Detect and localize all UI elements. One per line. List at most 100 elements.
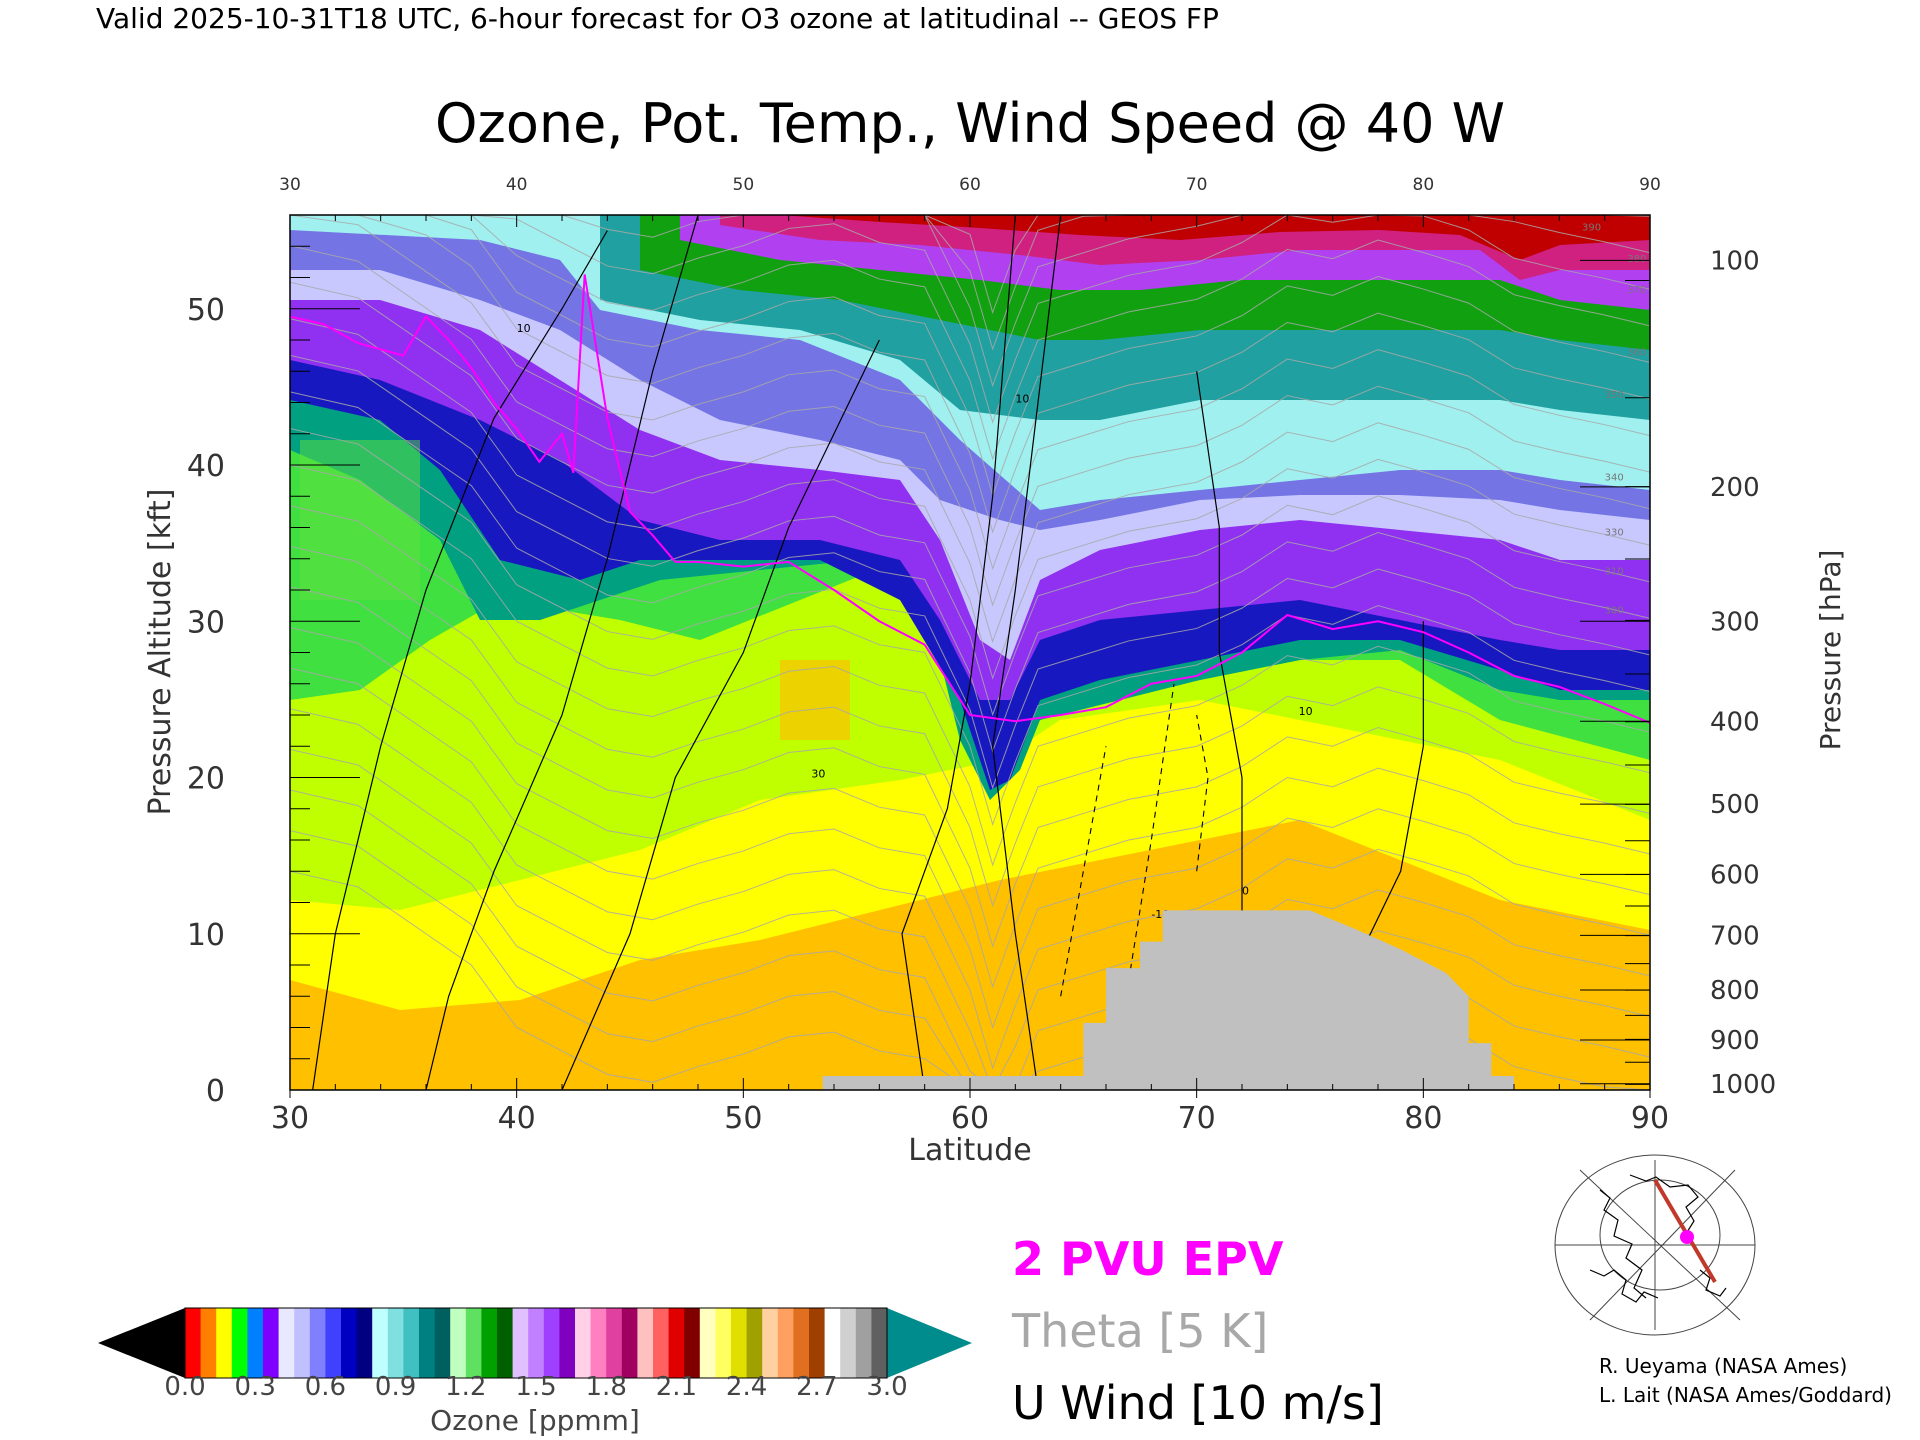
theta-contour-label: 330 <box>1605 527 1624 538</box>
theta-contour <box>290 245 1650 607</box>
colorbar-swatch <box>684 1308 701 1378</box>
colorbar-tick-labels: 0.0 0.3 0.6 0.9 1.2 1.5 1.8 2.1 2.4 2.7 3.0 <box>164 1372 907 1402</box>
u-wind-contour-negative <box>1128 683 1175 981</box>
y-axis-left: 0 10 20 30 40 50 <box>187 214 360 1109</box>
colorbar-swatch <box>606 1308 623 1378</box>
y-tick-label: 0 <box>206 1074 225 1109</box>
colorbar-swatch <box>341 1308 358 1378</box>
colorbar-swatch <box>699 1308 716 1378</box>
colorbar-tick-label: 1.2 <box>445 1372 486 1402</box>
colorbar-tick-label: 3.0 <box>866 1372 907 1402</box>
x-tick-label-top: 50 <box>733 175 755 195</box>
colorbar-swatch <box>512 1308 529 1378</box>
theta-contour <box>290 215 1650 534</box>
colorbar-swatch <box>231 1308 248 1378</box>
colorbar-swatch <box>497 1308 514 1378</box>
colorbar-swatch <box>278 1308 295 1378</box>
theta-contour-label: 380 <box>1627 254 1646 265</box>
colorbar-swatch <box>809 1308 826 1378</box>
theta-contour <box>290 354 1650 717</box>
legend-theta: Theta [5 K] <box>1011 1304 1268 1358</box>
u-wind-contour <box>425 215 699 1090</box>
colorbar-tick-label: 0.6 <box>305 1372 346 1402</box>
x-tick-label: 60 <box>951 1101 989 1136</box>
u-wind-label: 0 <box>1242 885 1249 898</box>
colorbar-swatch <box>419 1308 436 1378</box>
colorbar-swatch <box>403 1308 420 1378</box>
x-tick-label-top: 70 <box>1186 175 1208 195</box>
theta-contour-label: 310 <box>1605 566 1624 577</box>
x-tick-label: 30 <box>271 1101 309 1136</box>
colorbar-swatch <box>840 1308 857 1378</box>
credit-line-1: R. Ueyama (NASA Ames) <box>1599 1354 1847 1378</box>
x-tick-label-top: 30 <box>279 175 301 195</box>
ozone-green-blob <box>300 440 420 600</box>
y-axis-label-right: Pressure [hPa] <box>1814 550 1847 751</box>
credit-line-2: L. Lait (NASA Ames/Goddard) <box>1599 1383 1892 1407</box>
x-tick-label-top: 60 <box>959 175 981 195</box>
colorbar-tick-label: 2.1 <box>656 1372 697 1402</box>
colorbar-frame <box>184 1307 888 1379</box>
colorbar-swatch <box>185 1308 202 1378</box>
ozone-band-red-top <box>780 215 1650 260</box>
colorbar-swatch <box>731 1308 748 1378</box>
theta-contour <box>290 215 1650 351</box>
theta-contour-label: 350 <box>1605 390 1624 401</box>
y-tick-label: 10 <box>187 918 225 953</box>
colorbar-swatch <box>434 1308 451 1378</box>
theta-contour <box>290 464 1650 826</box>
u-wind-contour <box>901 215 1016 1090</box>
theta-contour <box>290 427 1650 790</box>
epv-2pvu-line <box>290 274 1650 724</box>
map-coastline-3 <box>1589 1269 1659 1303</box>
colorbar-tick-label: 2.7 <box>796 1372 837 1402</box>
colorbar-tick-label: 1.8 <box>586 1372 627 1402</box>
colorbar-swatches <box>185 1308 888 1378</box>
theta-contour <box>290 215 1650 388</box>
colorbar-swatch <box>590 1308 607 1378</box>
colorbar-swatch <box>325 1308 342 1378</box>
theta-contour <box>290 789 1650 1090</box>
colorbar-swatch <box>621 1308 638 1378</box>
x-axis-label: Latitude <box>908 1133 1031 1168</box>
theta-contour-label: 390 <box>1582 223 1601 234</box>
u-wind-contour <box>561 339 880 1090</box>
x-tick-label: 40 <box>498 1101 536 1136</box>
colorbar: 0.0 0.3 0.6 0.9 1.2 1.5 1.8 2.1 2.4 2.7 3.0 Ozone … <box>98 1307 972 1437</box>
pressure-tick-label: 900 <box>1710 1026 1760 1056</box>
theta-contour <box>290 215 1650 461</box>
valid-time-header: Valid 2025-10-31T18 UTC, 6-hour forecast… <box>96 2 1219 35</box>
map-coastline-2 <box>1629 1174 1699 1238</box>
map-coastline-1 <box>1599 1189 1647 1299</box>
u-wind-label: 10 <box>517 322 531 335</box>
x-tick-label-top: 80 <box>1413 175 1435 195</box>
colorbar-under-triangle <box>98 1308 185 1378</box>
legend-uwind: U Wind [10 m/s] <box>1012 1376 1384 1430</box>
colorbar-tick-label: 1.5 <box>515 1372 556 1402</box>
y-tick-label: 40 <box>187 449 225 484</box>
theta-contour <box>290 318 1650 680</box>
colorbar-swatch <box>824 1308 841 1378</box>
theta-contour <box>290 667 1650 1030</box>
theta-contour <box>290 215 1650 571</box>
theta-contour-label: 300 <box>1605 605 1624 616</box>
theta-contour <box>290 708 1650 1070</box>
colorbar-swatch <box>559 1308 576 1378</box>
theta-contour <box>290 627 1650 989</box>
colorbar-tick-label: 2.4 <box>726 1372 767 1402</box>
theta-contour-label: 340 <box>1605 473 1624 484</box>
colorbar-swatch <box>309 1308 326 1378</box>
x-axis-top: 30 40 50 60 70 80 90 <box>279 175 1661 227</box>
u-wind-contour <box>992 215 1062 1090</box>
colorbar-swatch <box>855 1308 872 1378</box>
u-wind-label: 10 <box>1015 393 1029 406</box>
colorbar-swatch <box>200 1308 217 1378</box>
legend-epv: 2 PVU EPV <box>1012 1232 1284 1286</box>
y-tick-label: 30 <box>187 605 225 640</box>
colorbar-swatch <box>356 1308 373 1378</box>
u-wind-label: 30 <box>811 768 825 781</box>
colorbar-swatch <box>216 1308 233 1378</box>
ground-mask <box>822 910 1514 1090</box>
